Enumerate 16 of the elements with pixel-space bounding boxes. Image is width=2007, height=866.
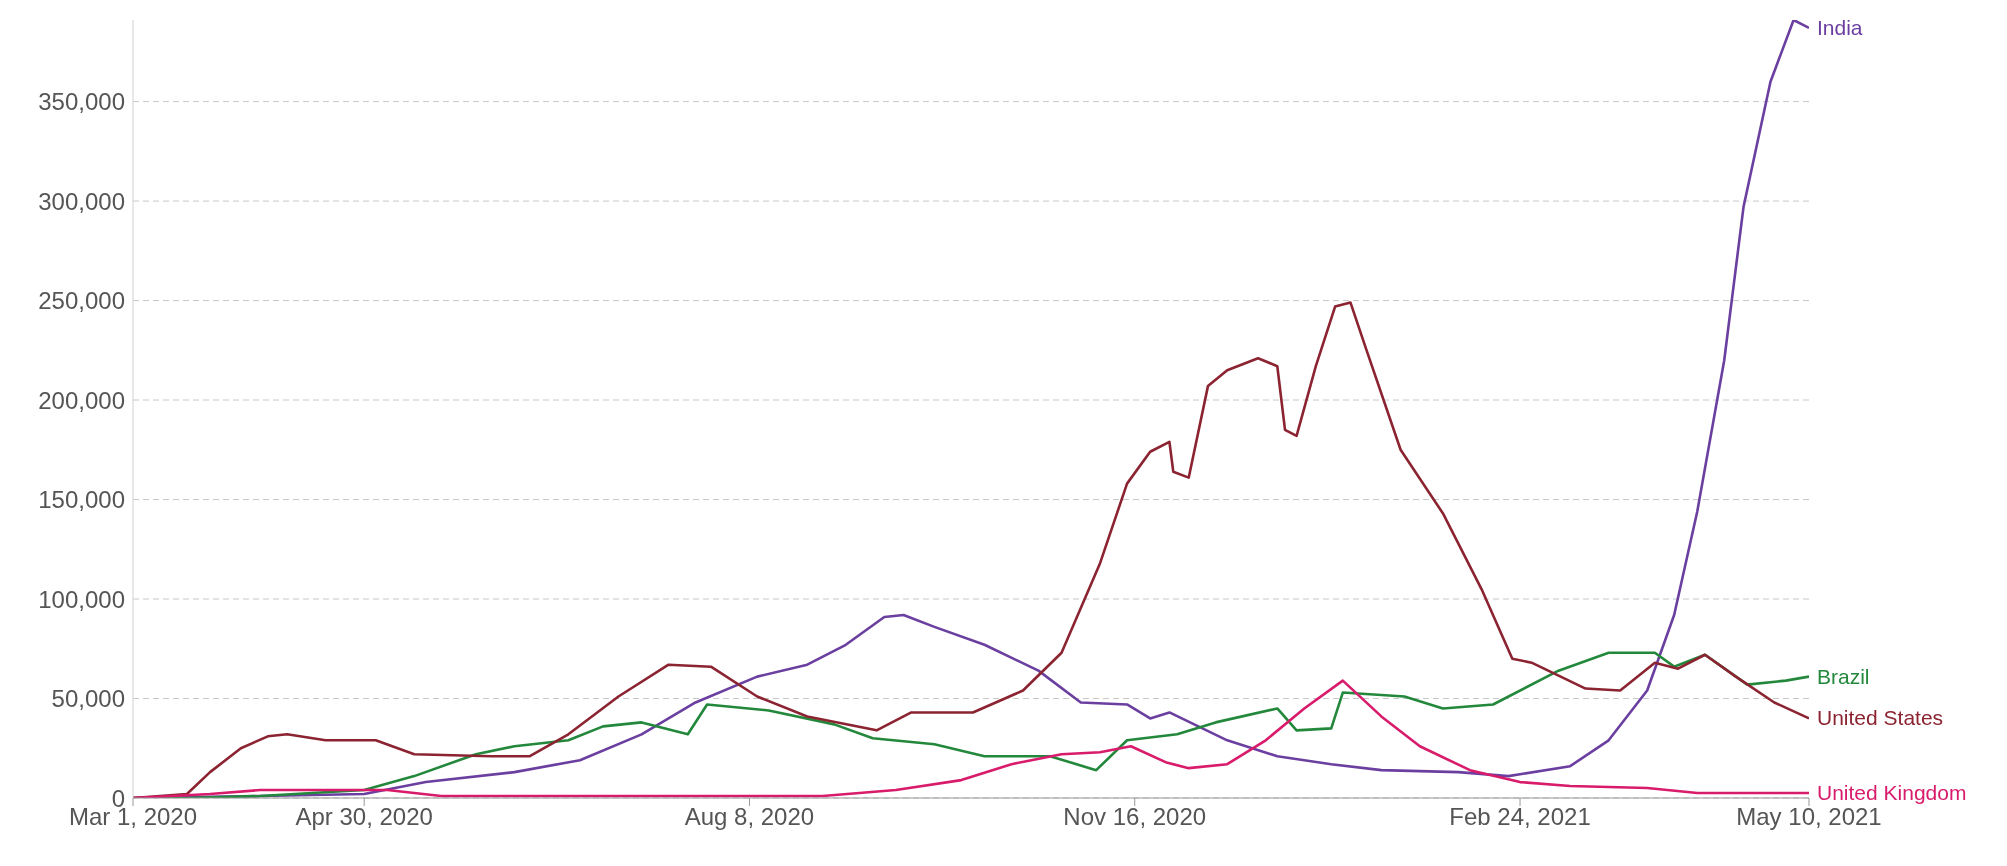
y-tick-label: 50,000 [51,685,125,713]
series-label: Brazil [1817,664,1870,688]
x-tick-label: Feb 24, 2021 [1449,803,1591,831]
x-tick-label: Nov 16, 2020 [1063,803,1207,831]
y-tick-label: 300,000 [38,187,125,215]
y-tick-label: 150,000 [38,486,125,514]
y-tick-label: 350,000 [38,88,125,116]
series-label: United Kingdom [1817,781,1967,805]
y-tick-label: 200,000 [38,386,125,414]
y-tick-label: 100,000 [38,585,125,613]
x-tick-label: Apr 30, 2020 [295,803,433,831]
y-tick-label: 250,000 [38,287,125,315]
series-label: India [1817,15,1863,39]
x-tick-label: May 10, 2021 [1736,803,1882,831]
x-tick-label: Aug 8, 2020 [684,803,815,831]
series-label: United States [1817,706,1944,730]
